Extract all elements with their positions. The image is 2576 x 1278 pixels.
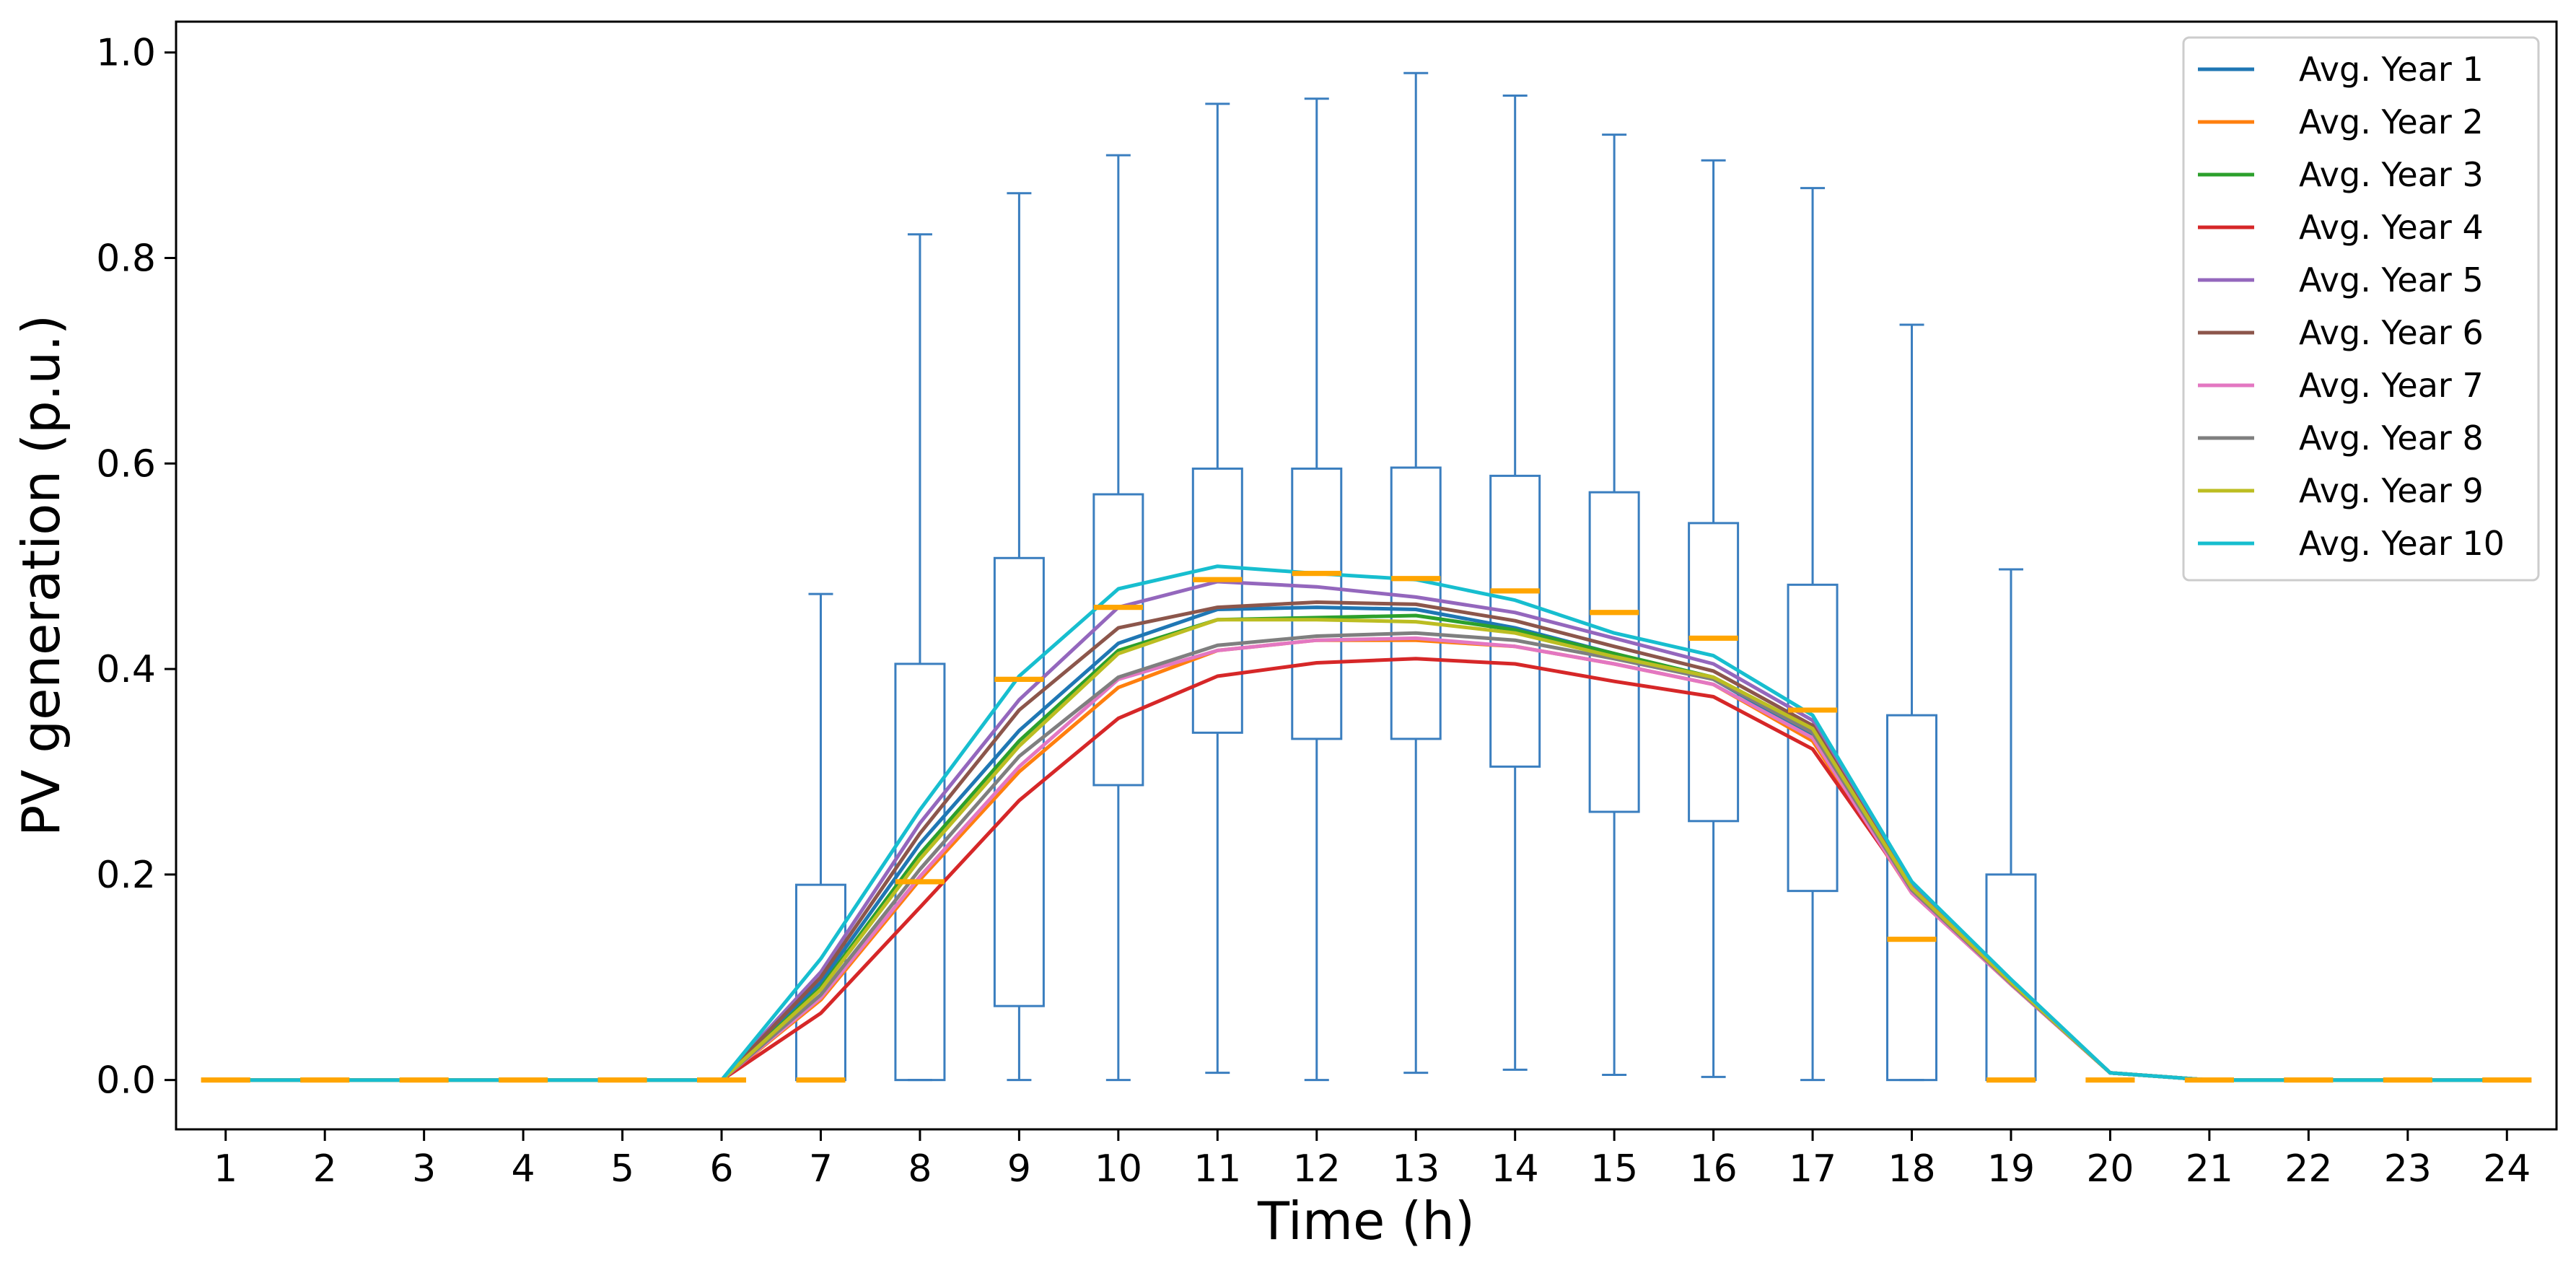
- x-tick-label: 8: [908, 1147, 932, 1191]
- legend-frame: [2182, 36, 2540, 582]
- series-lines-group: [201, 564, 2532, 1083]
- x-tick-label: 14: [1491, 1147, 1539, 1191]
- x-tick-label: 20: [2086, 1147, 2134, 1191]
- x-tick-label: 18: [1888, 1147, 1935, 1191]
- x-axis-label: Time (h): [1257, 1191, 1475, 1251]
- y-tick-label: 0.6: [96, 442, 156, 486]
- legend-label-5: Avg. Year 5: [2299, 261, 2484, 299]
- x-tick-label: 1: [214, 1147, 237, 1191]
- x-tick-label: 23: [2384, 1147, 2432, 1191]
- axes-group: 0.00.20.40.60.81.01 2 3 4 5 6 7 8 9 10 11 12 13 14 15 1…: [96, 32, 2531, 1191]
- legend-label-10: Avg. Year 10: [2299, 524, 2505, 563]
- y-tick-label: 0.4: [96, 648, 156, 691]
- legend-label-6: Avg. Year 6: [2299, 313, 2484, 352]
- x-tick-label: 22: [2284, 1147, 2332, 1191]
- y-tick-label: 1.0: [96, 32, 156, 75]
- x-tick-label: 16: [1690, 1147, 1738, 1191]
- legend-label-2: Avg. Year 2: [2299, 102, 2484, 141]
- y-axis-label: PV generation (p.u.): [11, 315, 71, 836]
- legend-label-3: Avg. Year 3: [2299, 155, 2484, 194]
- x-tick-label: 2: [313, 1147, 337, 1191]
- x-tick-label: 3: [412, 1147, 436, 1191]
- x-tick-label: 9: [1007, 1147, 1031, 1191]
- x-tick-label: 4: [512, 1147, 535, 1191]
- box-10: [1092, 154, 1144, 1082]
- box-14: [1489, 95, 1541, 1071]
- x-tick-label: 13: [1392, 1147, 1440, 1191]
- y-tick-label: 0.8: [96, 237, 156, 281]
- x-tick-label: 21: [2186, 1147, 2233, 1191]
- x-tick-label: 11: [1193, 1147, 1241, 1191]
- y-tick-label: 0.0: [96, 1059, 156, 1103]
- legend-label-8: Avg. Year 8: [2299, 419, 2484, 458]
- x-tick-label: 5: [610, 1147, 634, 1191]
- x-tick-label: 24: [2483, 1147, 2531, 1191]
- x-tick-label: 19: [1987, 1147, 2035, 1191]
- y-tick-label: 0.2: [96, 854, 156, 897]
- legend-label-7: Avg. Year 7: [2299, 366, 2484, 405]
- x-tick-label: 17: [1789, 1147, 1836, 1191]
- legend-label-9: Avg. Year 9: [2299, 471, 2484, 510]
- x-tick-label: 10: [1095, 1147, 1142, 1191]
- legend-label-4: Avg. Year 4: [2299, 208, 2484, 247]
- x-tick-label: 6: [709, 1147, 733, 1191]
- legend: Avg. Year 1 Avg. Year 2 Avg. Year 3 Avg. Ye…: [2182, 36, 2540, 582]
- legend-label-1: Avg. Year 1: [2299, 50, 2484, 89]
- x-tick-label: 7: [809, 1147, 833, 1191]
- x-tick-label: 12: [1293, 1147, 1341, 1191]
- plot-frame: [175, 20, 2558, 1131]
- x-tick-label: 15: [1590, 1147, 1638, 1191]
